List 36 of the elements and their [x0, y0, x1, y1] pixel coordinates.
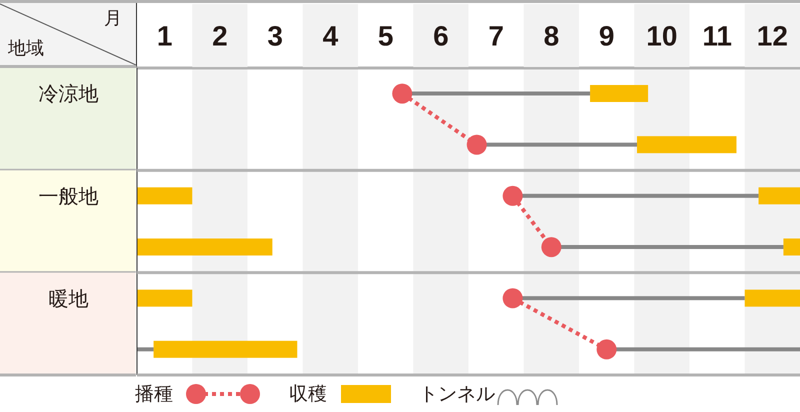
x-tick-label: 12: [756, 20, 788, 52]
bar: [137, 290, 192, 307]
x-tick-label: 10: [646, 20, 678, 52]
bar: [137, 238, 272, 256]
bar: [137, 347, 154, 352]
y-tick-label: 暖地: [48, 286, 88, 310]
point: [541, 237, 562, 258]
y-tick-label: 冷涼地: [38, 82, 98, 106]
legend-label: 収穫: [289, 382, 327, 406]
x-tick-label: 7: [488, 20, 504, 52]
point: [596, 339, 617, 360]
x-tick-label: 5: [378, 20, 394, 52]
point: [502, 288, 523, 308]
legend-label: 播種: [135, 382, 173, 406]
x-axis-title: 月: [104, 8, 122, 29]
x-tick-label: 1: [156, 20, 172, 52]
bar: [744, 290, 800, 307]
bar: [590, 85, 648, 102]
x-tick-label: 2: [212, 20, 228, 52]
point: [392, 84, 412, 104]
bar: [137, 187, 192, 204]
bar: [154, 340, 298, 358]
y-tick-label: 一般地: [38, 184, 98, 208]
bar: [758, 187, 800, 204]
x-tick-label: 9: [598, 20, 614, 52]
text: トンネル: [419, 382, 495, 406]
bar: [637, 136, 736, 154]
point: [502, 186, 523, 206]
y-axis-title: 地域: [8, 38, 44, 59]
x-tick-label: 3: [267, 20, 283, 52]
x-tick-label: 8: [544, 20, 560, 52]
x-tick-label: 11: [702, 20, 732, 52]
x-tick-label: 4: [322, 20, 339, 52]
point: [466, 134, 487, 155]
bar: [783, 238, 800, 256]
x-tick-label: 6: [433, 20, 449, 52]
